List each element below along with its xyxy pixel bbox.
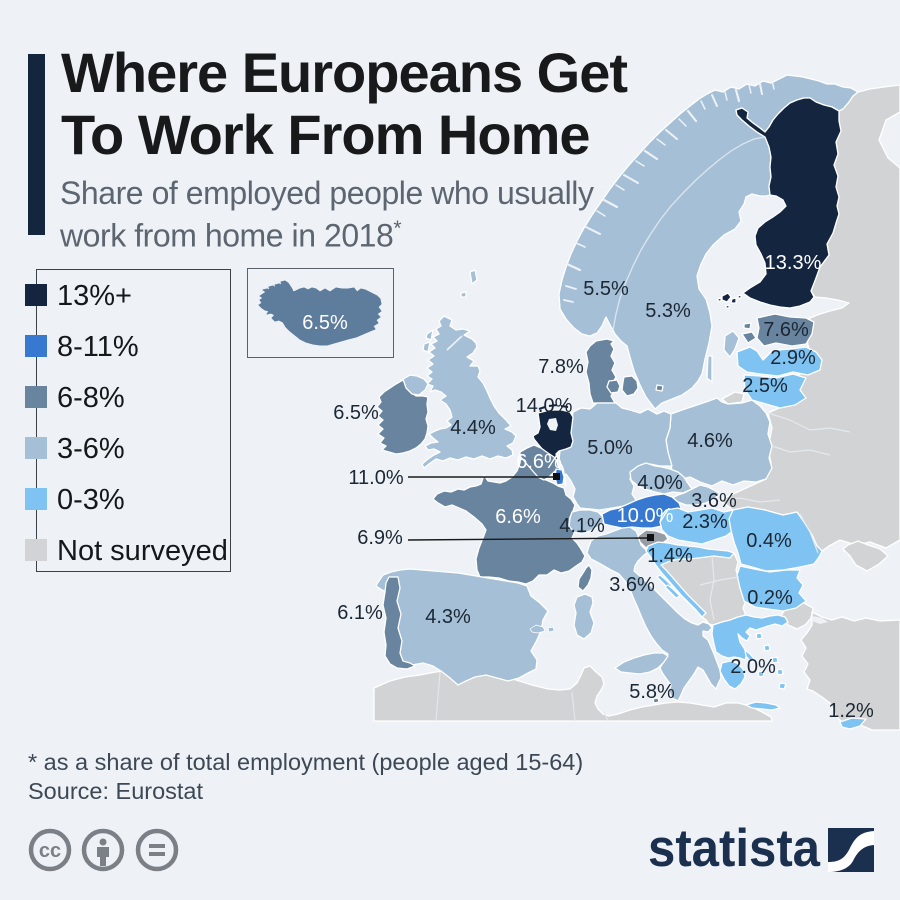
svg-text:statista: statista [648,820,820,878]
svg-text:0.2%: 0.2% [747,587,793,609]
svg-text:4.4%: 4.4% [450,417,496,439]
svg-text:2.3%: 2.3% [682,511,728,533]
svg-text:1.2%: 1.2% [828,700,874,722]
svg-text:7.6%: 7.6% [763,319,809,341]
svg-text:2.5%: 2.5% [742,375,788,397]
svg-text:5.5%: 5.5% [583,278,629,300]
svg-text:0.4%: 0.4% [746,530,792,552]
svg-text:5.8%: 5.8% [629,681,675,703]
svg-text:13.3%: 13.3% [765,252,822,274]
svg-text:6.1%: 6.1% [337,602,383,624]
svg-text:6.5%: 6.5% [302,312,348,334]
svg-text:5.0%: 5.0% [587,437,633,459]
svg-text:5.3%: 5.3% [645,300,691,322]
svg-text:7.8%: 7.8% [538,356,584,378]
svg-text:4.6%: 4.6% [687,430,733,452]
svg-text:6.9%: 6.9% [357,527,403,549]
svg-text:4.1%: 4.1% [559,515,605,537]
svg-text:2.9%: 2.9% [770,347,816,369]
svg-text:2.0%: 2.0% [730,656,776,678]
svg-text:6.6%: 6.6% [495,506,541,528]
svg-text:4.3%: 4.3% [425,606,471,628]
svg-text:cc: cc [39,840,61,862]
svg-text:10.0%: 10.0% [617,505,674,527]
svg-text:14.0%: 14.0% [516,395,573,417]
svg-text:6.6%: 6.6% [516,451,562,473]
svg-text:3.6%: 3.6% [609,574,655,596]
svg-text:11.0%: 11.0% [348,467,403,489]
svg-text:1.4%: 1.4% [647,545,693,567]
svg-text:3.6%: 3.6% [691,490,737,512]
svg-text:4.0%: 4.0% [637,472,683,494]
svg-text:6.5%: 6.5% [333,402,379,424]
